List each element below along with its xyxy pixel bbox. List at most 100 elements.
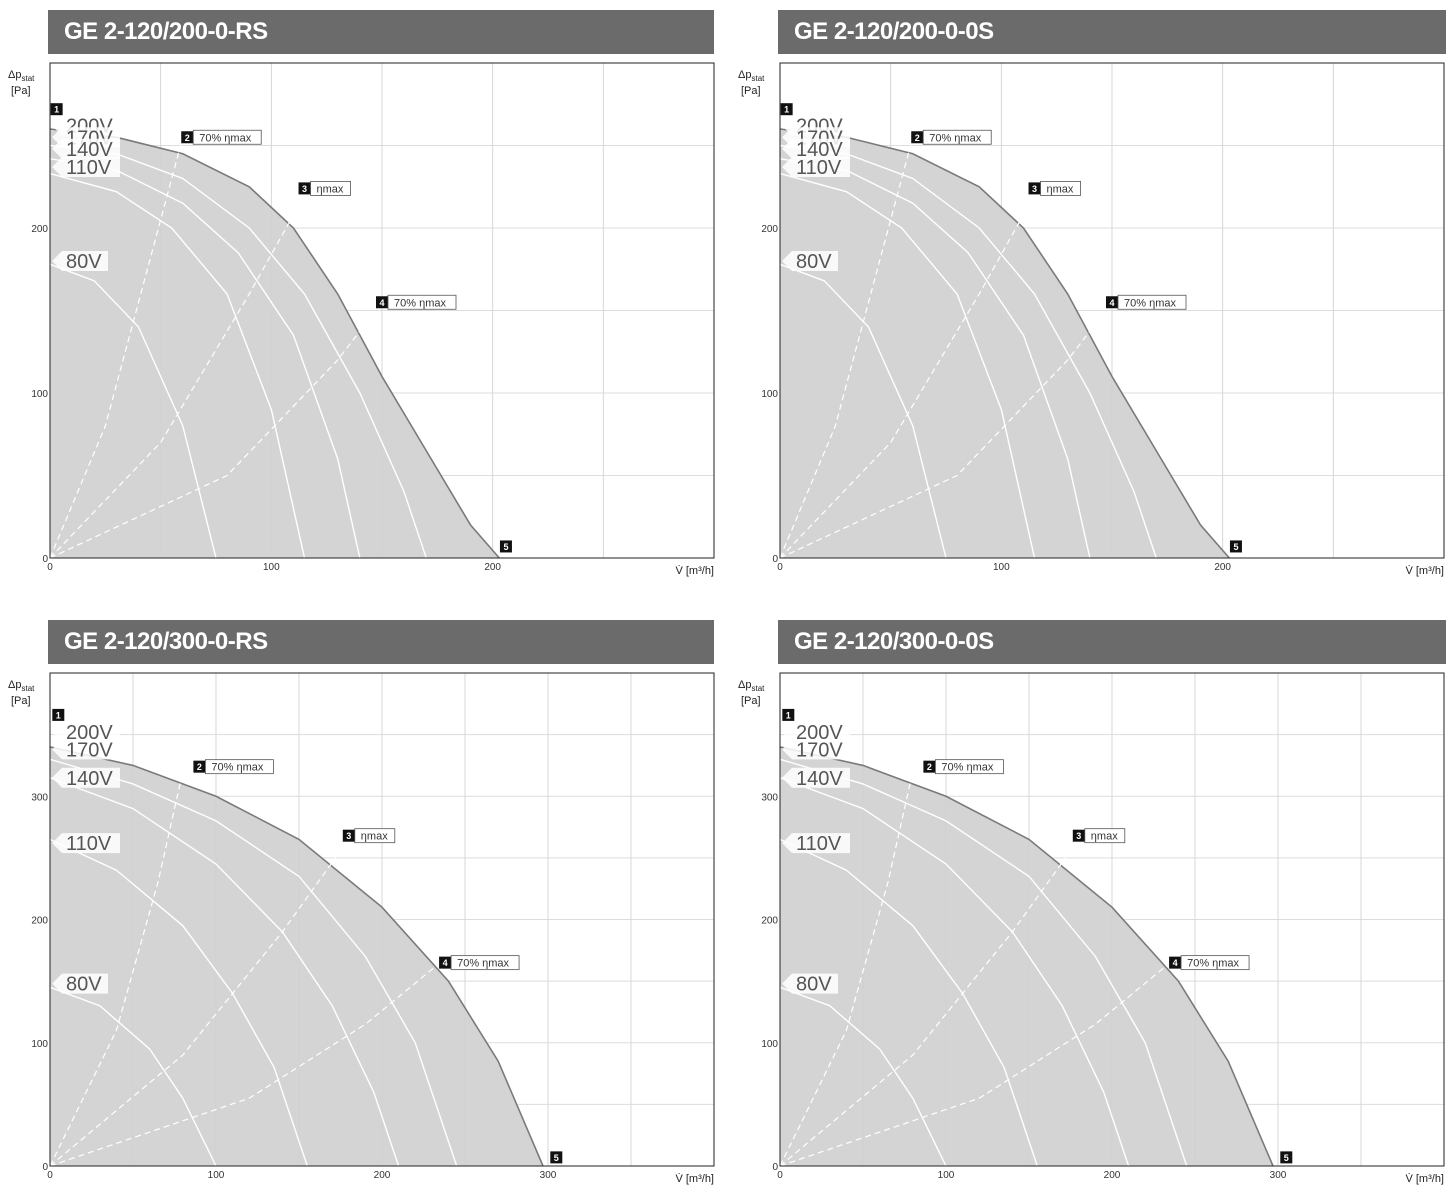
efficiency-curve-1	[779, 137, 914, 559]
marker-label: 70% ηmax	[211, 762, 263, 774]
operating-area	[50, 129, 500, 558]
x-tick-label: 200	[374, 1170, 391, 1181]
marker-badge	[1280, 1151, 1293, 1164]
marker-badge	[1169, 956, 1182, 969]
plot-frame	[779, 62, 1445, 559]
marker-label-box	[1180, 955, 1250, 971]
voltage-label: 140V	[52, 138, 120, 161]
y-tick-label: 300	[761, 792, 778, 803]
marker-badge	[923, 760, 936, 773]
voltage-label-text: 80V	[66, 974, 102, 996]
marker-number: 5	[1284, 1153, 1289, 1163]
marker-5: 5	[1229, 540, 1242, 553]
marker-badge	[193, 760, 206, 773]
marker-number: 5	[1233, 542, 1238, 552]
x-axis-label: V̇ [m³/h]	[675, 1172, 714, 1185]
marker-badge	[499, 540, 512, 553]
voltage-label-text: 80V	[796, 974, 832, 996]
y-tick-label: 100	[31, 1039, 48, 1050]
voltage-label-tag	[52, 156, 120, 177]
marker-3: 3 ηmax	[1072, 828, 1126, 844]
y-tick-label: 100	[761, 1039, 778, 1050]
voltage-label-text: 80V	[66, 251, 102, 273]
marker-2: 2 70% ηmax	[193, 759, 274, 775]
marker-5: 5	[550, 1151, 563, 1164]
x-axis-label: V̇ [m³/h]	[1405, 564, 1444, 577]
marker-badge	[181, 131, 194, 144]
operating-area	[50, 746, 544, 1166]
voltage-curve-110v	[49, 838, 308, 1167]
marker-label-box	[204, 759, 274, 775]
voltage-label: 200V	[782, 722, 850, 744]
voltage-curve-80v	[49, 263, 217, 559]
marker-badge	[1028, 182, 1041, 195]
voltage-label-tag	[782, 251, 838, 271]
marker-4: 4 70% ηmax	[1169, 955, 1250, 971]
marker-badge	[439, 956, 452, 969]
y-axis-unit: [Pa]	[11, 85, 31, 97]
marker-badge	[550, 1151, 563, 1164]
chart-panel-top-right: GE 2-120/200-0-0S 200V 170V 140V 110V 80V 1 2 7…	[730, 10, 1450, 585]
marker-1: 1	[780, 103, 793, 116]
voltage-label-text: 140V	[796, 139, 843, 161]
voltage-label-tag	[52, 739, 120, 760]
voltage-label-tag	[782, 739, 850, 760]
marker-1: 1	[50, 103, 63, 116]
voltage-label-text: 110V	[796, 157, 842, 179]
marker-number: 2	[197, 762, 202, 772]
voltage-label-tag	[52, 973, 108, 994]
marker-3: 3 ηmax	[1028, 180, 1081, 196]
marker-number: 2	[915, 133, 920, 143]
y-tick-label: 0	[42, 554, 48, 565]
voltage-label: 110V	[52, 156, 120, 179]
voltage-label: 170V	[52, 739, 120, 761]
chart-title: GE 2-120/300-0-RS	[48, 620, 714, 664]
marker-label-box	[922, 129, 992, 145]
efficiency-curve-1	[49, 137, 184, 559]
y-tick-label: 200	[31, 916, 48, 927]
voltage-label-text: 170V	[796, 739, 843, 761]
y-axis-unit: [Pa]	[741, 85, 761, 97]
marker-3: 3 ηmax	[298, 180, 351, 196]
voltage-curve-170v	[779, 758, 1188, 1167]
x-tick-label: 200	[1104, 1170, 1121, 1181]
marker-4: 4 70% ηmax	[439, 955, 520, 971]
chart-panel-top-left: GE 2-120/200-0-RS 200V 170V 140V 110V 80V 1 2 7…	[0, 10, 720, 585]
x-tick-label: 100	[938, 1170, 955, 1181]
chart-panel-bottom-left: GE 2-120/300-0-RS 200V 170V 140V 110V 80V 1 2 7…	[0, 620, 720, 1187]
voltage-label-text: 140V	[66, 768, 113, 790]
marker-label-box	[354, 828, 396, 844]
marker-label: 70% ηmax	[1187, 958, 1239, 970]
marker-2: 2 70% ηmax	[181, 129, 262, 145]
efficiency-curve-2	[779, 839, 1080, 1167]
marker-label-box	[387, 294, 457, 310]
x-tick-label: 100	[993, 562, 1010, 573]
voltage-label-text: 200V	[66, 722, 113, 744]
voltage-label-tag	[52, 767, 120, 788]
marker-label: ηmax	[317, 183, 344, 195]
voltage-label: 110V	[782, 833, 850, 855]
voltage-label-text: 110V	[796, 833, 842, 855]
chart-panel-bottom-right: GE 2-120/300-0-0S 200V 170V 140V 110V 80V 1 2 7…	[730, 620, 1450, 1187]
efficiency-curve-3	[49, 962, 441, 1167]
voltage-label-tag	[782, 138, 850, 159]
operating-area	[780, 129, 1230, 558]
x-tick-label: 0	[47, 562, 53, 573]
marker-number: 3	[1032, 184, 1037, 194]
plot-frame	[49, 62, 715, 559]
marker-badge	[298, 182, 311, 195]
x-tick-label: 0	[47, 1170, 53, 1181]
marker-3: 3 ηmax	[342, 828, 396, 844]
y-tick-label: 300	[31, 792, 48, 803]
marker-label: 70% ηmax	[941, 762, 993, 774]
voltage-curve-200v	[779, 128, 1230, 559]
voltage-label-tag	[52, 138, 120, 159]
voltage-label: 80V	[52, 973, 108, 996]
marker-badge	[1072, 829, 1085, 842]
voltage-curve-200v	[49, 128, 500, 559]
efficiency-curve-1	[49, 771, 184, 1167]
x-axis-label: V̇ [m³/h]	[675, 564, 714, 577]
voltage-curve-110v	[779, 172, 1036, 559]
marker-number: 4	[379, 298, 384, 308]
